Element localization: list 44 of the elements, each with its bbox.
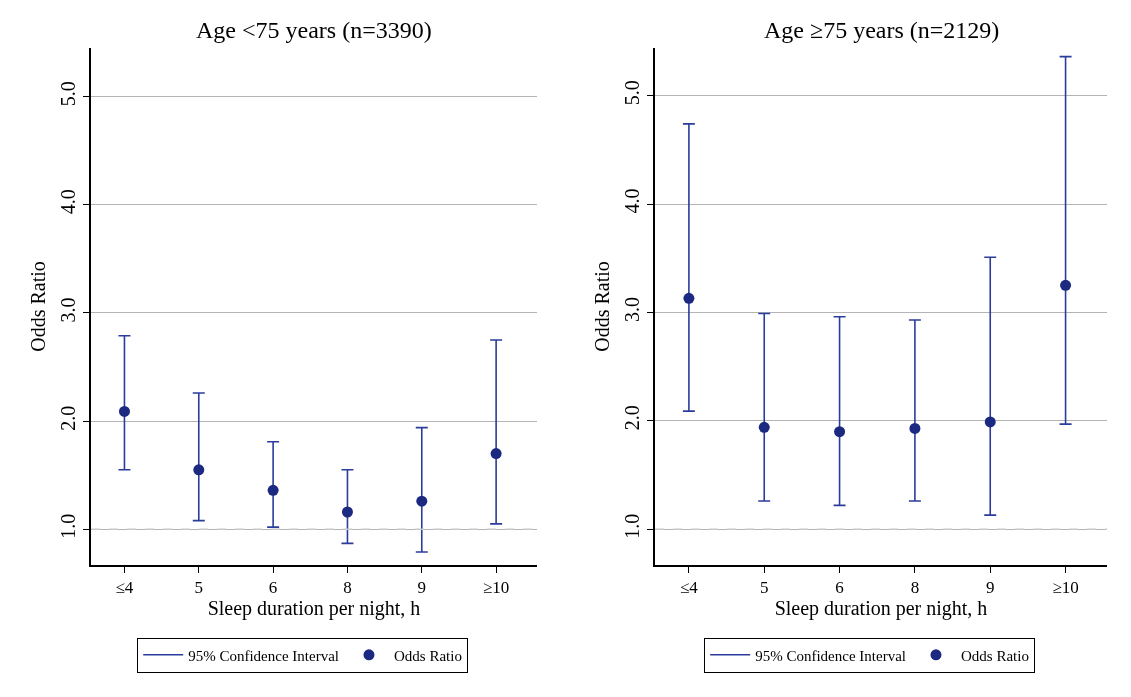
legend-label: Odds Ratio xyxy=(393,647,462,664)
y-tick-label: 1.0 xyxy=(57,513,80,539)
point xyxy=(683,292,695,304)
x-tick-label: ≥10 xyxy=(1052,578,1079,598)
point xyxy=(341,506,353,518)
y-axis-title: Odds Ratio xyxy=(27,261,50,352)
x-tick-label: 6 xyxy=(835,578,844,598)
point xyxy=(267,484,279,496)
legend-label: Odds Ratio xyxy=(960,647,1029,664)
x-tick-label: 5 xyxy=(759,578,769,598)
point xyxy=(984,416,996,428)
point xyxy=(490,448,502,460)
x-tick-label: ≤4 xyxy=(679,578,699,598)
point xyxy=(118,405,130,417)
point xyxy=(758,421,770,433)
x-tick-label: 9 xyxy=(417,578,427,598)
x-tick-label: 5 xyxy=(194,578,204,598)
x-axis-title: Sleep duration per night, h xyxy=(774,597,988,621)
point xyxy=(1060,279,1072,291)
chart-title: Age <75 years (n=3390) xyxy=(196,17,432,43)
x-tick-label: 8 xyxy=(343,578,352,598)
x-tick-label: 9 xyxy=(985,578,995,598)
text: 95% Confidence Interval xyxy=(755,647,906,664)
x-tick-label: ≤4 xyxy=(115,578,134,598)
point xyxy=(193,464,205,476)
x-tick-label: 8 xyxy=(910,578,920,598)
y-tick-label: 5.0 xyxy=(57,81,80,107)
y-tick-label: 3.0 xyxy=(57,297,80,323)
y-tick-label: 4.0 xyxy=(621,188,644,214)
chart-title: Age ≥75 years (n=2129) xyxy=(764,17,1000,43)
y-tick-label: 1.0 xyxy=(621,513,644,539)
point xyxy=(909,422,921,434)
x-axis-title: Sleep duration per night, h xyxy=(207,597,421,621)
text: 95% Confidence Interval xyxy=(188,647,339,664)
x-tick-label: 6 xyxy=(268,578,278,598)
y-tick-label: 5.0 xyxy=(621,80,644,106)
y-axis-title: Odds Ratio xyxy=(591,261,614,352)
point xyxy=(416,495,428,507)
point xyxy=(834,426,846,438)
y-tick-label: 4.0 xyxy=(57,189,80,215)
y-tick-label: 3.0 xyxy=(621,296,644,322)
y-tick-label: 2.0 xyxy=(621,405,644,431)
y-tick-label: 2.0 xyxy=(57,405,80,431)
x-tick-label: ≥10 xyxy=(482,578,510,598)
